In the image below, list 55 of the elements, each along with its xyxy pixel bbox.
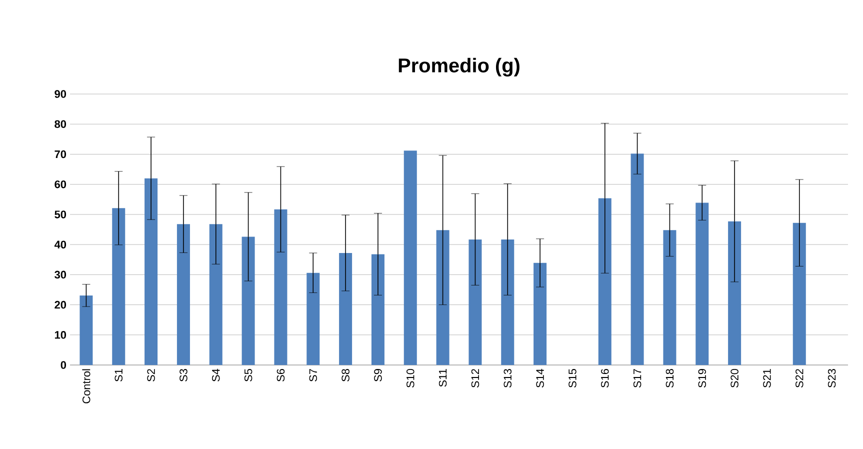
bar [501,239,514,365]
bar [242,236,255,365]
bar [80,295,93,365]
x-tick-label: S8 [342,369,350,382]
x-tick-label: S13 [504,369,512,388]
x-tick-label: S22 [796,369,804,388]
x-tick-label: S2 [147,369,155,382]
x-tick-label: S4 [212,368,220,382]
bar [144,178,158,365]
x-tick-label: S6 [276,369,285,382]
bar [728,221,742,365]
x-tick-label: S18 [666,369,674,388]
bar [468,239,482,365]
bar [306,272,320,365]
y-tick-label: 0 [60,361,66,369]
x-tick-label: S14 [536,368,544,388]
y-tick-label: 70 [54,150,66,158]
x-tick-label: S11 [438,369,447,387]
y-tick-label: 80 [54,120,66,128]
y-tick-label: 30 [54,270,66,279]
bar [404,150,417,365]
x-tick-label: S16 [601,369,609,388]
x-tick-label: S20 [730,368,738,388]
x-tick-label: S17 [633,369,642,388]
x-tick-label: S1 [114,369,123,382]
bar [663,230,676,365]
chart-title: Promedio (g) [398,58,520,77]
x-tick-label: S10 [406,368,414,388]
y-tick-label: 60 [54,180,66,188]
x-tick-label: S5 [244,368,252,382]
bar [534,262,547,365]
bar [209,224,222,365]
bar [792,222,806,365]
y-tick-label: 20 [54,300,66,309]
y-tick-label: 10 [54,331,66,339]
x-tick-label: S3 [180,369,188,382]
x-tick-label: S15 [568,368,576,388]
x-tick-label: Control [82,369,90,404]
y-tick-label: 90 [54,90,66,98]
x-tick-label: S21 [763,369,771,388]
x-tick-label: S9 [374,369,382,382]
x-tick-label: S7 [309,369,318,382]
bar [630,154,644,365]
y-tick-label: 50 [54,210,66,218]
bar [274,209,288,365]
bar [598,198,612,365]
bar [339,252,352,365]
bar [112,208,126,365]
x-tick-label: S23 [828,369,836,388]
bar [696,202,709,365]
y-tick-label: 40 [54,240,66,248]
bar [371,254,384,365]
bar [176,224,190,365]
x-tick-label: S12 [471,369,480,388]
x-tick-label: S19 [698,369,706,388]
